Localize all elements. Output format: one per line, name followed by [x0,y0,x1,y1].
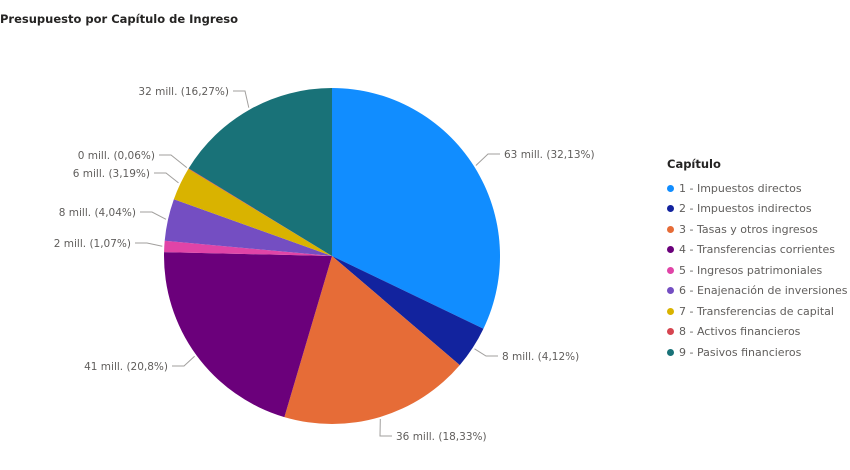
leader-line [379,418,392,437]
data-label-4-transferencias-corrientes: 41 mill. (20,8%) [84,361,168,373]
pie-slice-8-activos-financieros[interactable] [188,168,332,256]
data-label-6-enajenacion-de-inversiones: 8 mill. (4,04%) [59,207,136,219]
pie-slice-3-tasas-y-otros-ingresos[interactable] [284,256,460,425]
leader-line [475,153,500,166]
leader-line [172,355,195,367]
leader-line [233,90,250,108]
data-label-8-activos-financieros: 0 mill. (0,06%) [78,150,155,162]
pie-slice-1-impuestos-directos[interactable] [332,88,501,329]
legend-label: 6 - Enajenación de inversiones [679,284,848,298]
legend: Capítulo 1 - Impuestos directos 2 - Impue… [667,157,848,363]
legend-item-5-ingresos-patrimoniales[interactable]: 5 - Ingresos patrimoniales [667,260,848,281]
legend-label: 4 - Transferencias corrientes [679,243,835,257]
legend-label: 2 - Impuestos indirectos [679,202,812,216]
data-label-9-pasivos-financieros: 32 mill. (16,27%) [138,86,229,98]
legend-swatch-icon [667,184,674,192]
legend-swatch-icon [667,348,674,356]
legend-item-7-transferencias-de-capital[interactable]: 7 - Transferencias de capital [667,301,848,322]
leader-line [159,154,188,168]
legend-item-2-impuestos-indirectos[interactable]: 2 - Impuestos indirectos [667,199,848,220]
data-label-1-impuestos-directos: 63 mill. (32,13%) [504,149,595,161]
pie-slice-4-transferencias-corrientes[interactable] [164,252,332,418]
leader-line [140,211,167,220]
pie-slice-6-enajenacion-de-inversiones[interactable] [164,199,332,256]
legend-swatch-icon [667,328,674,336]
legend-item-4-transferencias-corrientes[interactable]: 4 - Transferencias corrientes [667,240,848,261]
pie-slice-7-transferencias-de-capital[interactable] [173,168,332,256]
legend-label: 7 - Transferencias de capital [679,304,834,318]
data-label-5-ingresos-patrimoniales: 2 mill. (1,07%) [54,238,131,250]
legend-swatch-icon [667,246,674,254]
legend-swatch-icon [667,205,674,213]
leader-line [135,242,163,247]
legend-swatch-icon [667,266,674,274]
pie-slice-2-impuestos-indirectos[interactable] [332,256,484,366]
legend-item-1-impuestos-directos[interactable]: 1 - Impuestos directos [667,178,848,199]
legend-item-9-pasivos-financieros[interactable]: 9 - Pasivos financieros [667,342,848,363]
legend-label: 1 - Impuestos directos [679,181,802,195]
leader-line [154,172,179,184]
legend-swatch-icon [667,287,674,295]
legend-title: Capítulo [667,157,721,171]
legend-swatch-icon [667,225,674,233]
legend-item-8-activos-financieros[interactable]: 8 - Activos financieros [667,322,848,343]
data-label-2-impuestos-indirectos: 8 mill. (4,12%) [502,351,579,363]
chart-title: Presupuesto por Capítulo de Ingreso [0,12,239,26]
legend-item-6-enajenacion-de-inversiones[interactable]: 6 - Enajenación de inversiones [667,281,848,302]
pie-slice-5-ingresos-patrimoniales[interactable] [164,240,332,256]
leader-line [474,348,498,357]
legend-label: 9 - Pasivos financieros [679,345,802,359]
legend-item-3-tasas-y-otros-ingresos[interactable]: 3 - Tasas y otros ingresos [667,219,848,240]
data-label-7-transferencias-de-capital: 6 mill. (3,19%) [73,168,150,180]
pie-slice-9-pasivos-financieros[interactable] [188,88,332,256]
legend-label: 8 - Activos financieros [679,325,801,339]
legend-label: 3 - Tasas y otros ingresos [679,222,818,236]
legend-label: 5 - Ingresos patrimoniales [679,263,823,277]
legend-swatch-icon [667,307,674,315]
data-label-3-tasas-y-otros-ingresos: 36 mill. (18,33%) [396,431,487,443]
